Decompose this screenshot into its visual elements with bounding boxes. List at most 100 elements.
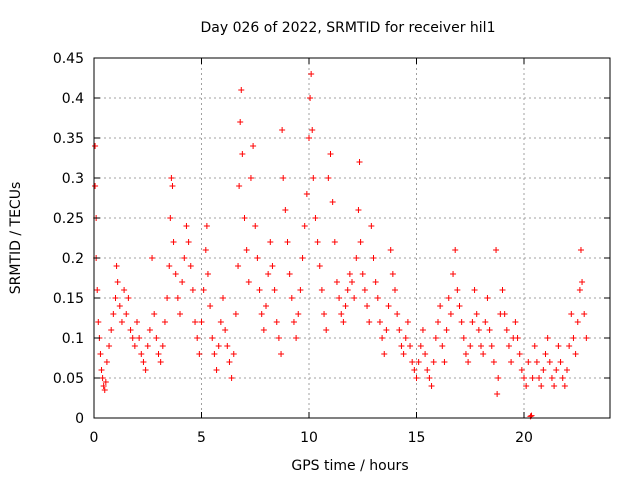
grid-lines bbox=[94, 58, 610, 418]
data-point bbox=[136, 335, 143, 341]
x-tick-label: 10 bbox=[300, 430, 318, 446]
data-point bbox=[323, 327, 330, 333]
data-point bbox=[286, 271, 293, 277]
data-point bbox=[112, 295, 119, 301]
data-point bbox=[127, 327, 134, 333]
data-point bbox=[236, 183, 243, 189]
data-point bbox=[385, 303, 392, 309]
data-point bbox=[256, 287, 263, 293]
data-point bbox=[400, 351, 407, 357]
data-point bbox=[533, 359, 540, 365]
data-point bbox=[529, 375, 536, 381]
data-point bbox=[267, 239, 274, 245]
data-point bbox=[230, 351, 237, 357]
data-point bbox=[499, 287, 506, 293]
data-point bbox=[566, 343, 573, 349]
data-point bbox=[494, 391, 501, 397]
data-point bbox=[308, 71, 315, 77]
data-point bbox=[98, 367, 105, 373]
data-point bbox=[100, 383, 107, 389]
data-point bbox=[146, 327, 153, 333]
y-axis-title: SRMTID / TECUs bbox=[8, 182, 24, 295]
data-point bbox=[430, 359, 437, 365]
data-point bbox=[424, 367, 431, 373]
data-point bbox=[284, 239, 291, 245]
data-point bbox=[331, 239, 338, 245]
data-point bbox=[307, 95, 314, 101]
data-point bbox=[447, 311, 454, 317]
data-point bbox=[389, 271, 396, 277]
data-point bbox=[512, 319, 519, 325]
plot-frame bbox=[93, 57, 611, 419]
data-point bbox=[129, 335, 136, 341]
data-point bbox=[177, 311, 183, 317]
data-point bbox=[273, 319, 280, 325]
data-point bbox=[583, 335, 590, 341]
data-point bbox=[220, 295, 226, 301]
data-point bbox=[203, 223, 210, 229]
data-point bbox=[194, 335, 201, 341]
data-point bbox=[521, 375, 527, 381]
data-point bbox=[103, 359, 110, 365]
data-point bbox=[258, 311, 265, 317]
data-point bbox=[166, 263, 173, 269]
data-point bbox=[460, 335, 467, 341]
data-point bbox=[409, 359, 416, 365]
data-point bbox=[577, 247, 584, 253]
data-point bbox=[215, 343, 222, 349]
data-point bbox=[471, 287, 478, 293]
data-point bbox=[475, 327, 482, 333]
data-point bbox=[508, 359, 515, 365]
data-point bbox=[157, 359, 164, 365]
data-point bbox=[224, 343, 231, 349]
data-point bbox=[211, 351, 218, 357]
data-point bbox=[353, 255, 360, 261]
data-point bbox=[546, 359, 553, 365]
data-point bbox=[428, 383, 435, 389]
data-point bbox=[445, 295, 452, 301]
x-tick-label: 0 bbox=[90, 430, 99, 446]
y-tick-label: 0.3 bbox=[62, 171, 84, 187]
data-point bbox=[493, 247, 500, 253]
data-point bbox=[237, 119, 244, 125]
data-point bbox=[279, 127, 286, 133]
data-point bbox=[553, 367, 560, 373]
data-point bbox=[325, 175, 332, 181]
data-point bbox=[204, 271, 211, 277]
data-point bbox=[542, 351, 549, 357]
data-point bbox=[355, 207, 362, 213]
data-point bbox=[202, 247, 209, 253]
data-point bbox=[164, 295, 171, 301]
y-tick-label: 0.1 bbox=[62, 331, 84, 347]
data-point bbox=[97, 351, 104, 357]
data-point bbox=[435, 319, 441, 325]
data-point bbox=[168, 175, 175, 181]
data-point bbox=[174, 295, 181, 301]
data-point bbox=[198, 319, 205, 325]
data-point bbox=[570, 335, 577, 341]
x-tick-label: 20 bbox=[515, 430, 533, 446]
data-point bbox=[222, 327, 229, 333]
data-point bbox=[462, 351, 469, 357]
data-point bbox=[531, 343, 538, 349]
data-point bbox=[94, 287, 101, 293]
data-point bbox=[379, 335, 386, 341]
data-point bbox=[357, 239, 364, 245]
data-point bbox=[387, 247, 394, 253]
data-point bbox=[155, 351, 162, 357]
data-point bbox=[404, 319, 411, 325]
data-point bbox=[486, 327, 493, 333]
data-point bbox=[209, 335, 216, 341]
data-point bbox=[548, 375, 555, 381]
data-point bbox=[469, 319, 476, 325]
data-point bbox=[336, 295, 343, 301]
y-tick-label: 0.05 bbox=[53, 371, 84, 387]
data-point bbox=[342, 303, 349, 309]
data-point bbox=[290, 319, 297, 325]
data-point bbox=[297, 287, 304, 293]
data-point bbox=[482, 319, 489, 325]
data-point bbox=[247, 175, 254, 181]
data-point bbox=[288, 295, 295, 301]
data-point bbox=[144, 343, 151, 349]
data-point bbox=[561, 383, 568, 389]
